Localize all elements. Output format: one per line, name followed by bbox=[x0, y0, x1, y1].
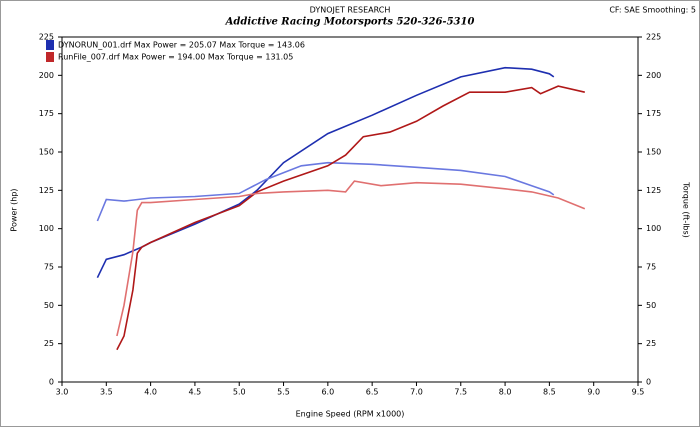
y-tick-label: 225 bbox=[39, 33, 54, 42]
x-tick-label: 5.0 bbox=[233, 388, 246, 397]
x-tick-label: 5.5 bbox=[277, 388, 290, 397]
y-tick-label: 125 bbox=[39, 186, 54, 195]
x-tick-label: 6.0 bbox=[321, 388, 334, 397]
x-tick-label: 3.0 bbox=[56, 388, 69, 397]
y2-tick-label: 100 bbox=[646, 224, 661, 233]
x-tick-label: 7.0 bbox=[410, 388, 423, 397]
chart-subtitle: Addictive Racing Motorsports 520-326-531… bbox=[225, 17, 475, 28]
x-tick-label: 3.5 bbox=[100, 388, 113, 397]
y2-tick-label: 150 bbox=[646, 148, 661, 157]
legend-entry: DYNORUN_001.drf Max Power = 205.07 Max T… bbox=[58, 41, 305, 50]
plot-area bbox=[61, 36, 639, 383]
x-tick-label: 7.5 bbox=[454, 388, 467, 397]
y2-tick-label: 225 bbox=[646, 33, 661, 42]
y-tick-label: 25 bbox=[44, 339, 54, 348]
y-tick-label: 175 bbox=[39, 109, 54, 118]
series-line bbox=[116, 180, 586, 337]
y-tick-label: 75 bbox=[44, 263, 54, 272]
y-tick-label: 200 bbox=[39, 71, 54, 80]
x-tick-label: 9.5 bbox=[632, 388, 645, 397]
x-tick-label: 4.0 bbox=[144, 388, 157, 397]
y-axis-label: Power (hp) bbox=[10, 188, 19, 231]
legend-swatch bbox=[46, 40, 54, 50]
series-line bbox=[116, 85, 585, 351]
legend-swatch bbox=[46, 52, 54, 62]
series-line bbox=[96, 66, 555, 279]
y2-tick-label: 0 bbox=[646, 378, 651, 387]
x-tick-label: 6.5 bbox=[366, 388, 379, 397]
legend-entry: RunFile_007.drf Max Power = 194.00 Max T… bbox=[58, 53, 293, 62]
x-tick-label: 4.5 bbox=[189, 388, 202, 397]
y-tick-label: 100 bbox=[39, 224, 54, 233]
y2-tick-label: 25 bbox=[646, 339, 656, 348]
x-tick-label: 8.5 bbox=[543, 388, 556, 397]
series-line bbox=[96, 161, 555, 222]
x-axis-label: Engine Speed (RPM x1000) bbox=[296, 410, 405, 419]
y-tick-label: 150 bbox=[39, 148, 54, 157]
corner-note: CF: SAE Smoothing: 5 bbox=[609, 6, 696, 15]
x-tick-label: 8.0 bbox=[499, 388, 512, 397]
y2-tick-label: 50 bbox=[646, 301, 656, 310]
y-tick-label: 0 bbox=[49, 378, 54, 387]
chart-title: DYNOJET RESEARCH bbox=[310, 6, 391, 15]
y2-axis-label: Torque (ft-lbs) bbox=[682, 181, 691, 238]
y2-tick-label: 125 bbox=[646, 186, 661, 195]
y2-tick-label: 75 bbox=[646, 263, 656, 272]
x-tick-label: 9.0 bbox=[587, 388, 600, 397]
y-tick-label: 50 bbox=[44, 301, 54, 310]
y2-tick-label: 200 bbox=[646, 71, 661, 80]
y2-tick-label: 175 bbox=[646, 109, 661, 118]
